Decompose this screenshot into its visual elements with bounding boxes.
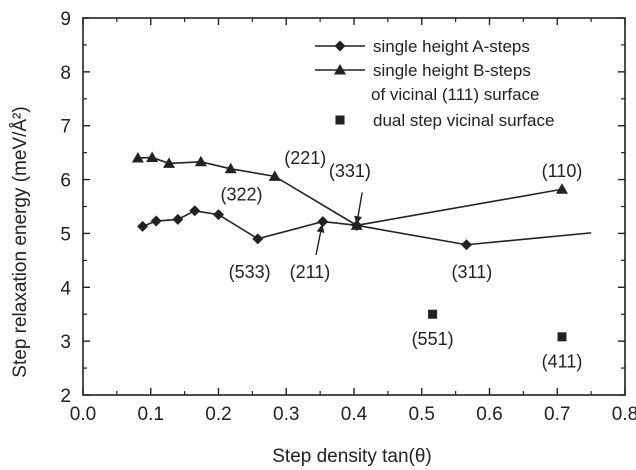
y-tick-label: 9 (60, 9, 71, 30)
x-tick-label: 0.2 (205, 404, 231, 425)
legend-label: single height B-steps (373, 61, 531, 80)
legend-marker (334, 64, 346, 75)
x-tick-label: 0.7 (544, 404, 570, 425)
series-b-steps (131, 151, 568, 230)
point-annotation: (311) (452, 262, 493, 282)
data-point (172, 213, 184, 225)
legend-entry-dual-step: dual step vicinal surface (335, 111, 554, 130)
data-point (252, 233, 264, 245)
legend-marker (335, 115, 345, 125)
data-point (428, 309, 438, 319)
legend-label-continued: of vicinal (111) surface (371, 85, 540, 104)
data-point (146, 151, 159, 162)
x-tick-label: 0.5 (409, 404, 435, 425)
data-point (189, 205, 201, 217)
point-annotation: (110) (542, 161, 583, 181)
data-point (557, 332, 567, 342)
data-point (131, 152, 144, 163)
y-tick-label: 5 (60, 224, 71, 245)
x-tick-label: 0.1 (138, 404, 164, 425)
data-point (317, 216, 329, 228)
x-axis-title: Step density tan(θ) (272, 446, 431, 467)
annotations: (322) (221)(331) (110) (533) (211) (311) (551)… (221, 148, 583, 372)
point-annotation: (411) (542, 352, 583, 372)
data-point (150, 215, 162, 227)
data-point (163, 157, 176, 168)
point-annotation: (211) (290, 262, 331, 282)
y-tick-label: 8 (60, 63, 71, 84)
y-tick-label: 4 (60, 278, 71, 299)
point-annotation: (322) (221, 185, 263, 205)
annotation-arrow-head (354, 215, 362, 225)
point-annotation: (331) (329, 161, 371, 181)
legend-entry-a-steps: single height A-steps (315, 37, 530, 56)
data-point (350, 219, 363, 230)
legend-entry-b-steps: single height B-steps of vicinal (111) su… (315, 61, 540, 104)
annotation-arrow-head (316, 224, 325, 233)
x-tick-label: 0.0 (70, 404, 96, 425)
x-tick-label: 0.3 (273, 404, 299, 425)
legend-label: single height A-steps (373, 37, 530, 56)
data-point (224, 162, 237, 174)
x-tick-label: 0.8 (612, 404, 636, 425)
data-point (194, 155, 207, 167)
data-point (460, 239, 472, 251)
point-annotation: (221) (284, 148, 326, 168)
data-point (555, 183, 568, 194)
series-a-steps (137, 205, 592, 251)
y-tick-label: 3 (60, 332, 71, 353)
y-tick-label: 2 (60, 386, 71, 407)
data-point (137, 220, 149, 232)
series-dual-step (428, 309, 567, 342)
y-axis-title: Step relaxation energy (meV/Å²) (10, 106, 31, 377)
axes: 0.0 0.1 0.2 0.3 0.4 0.5 0.6 0.7 0.8 2 3 4 5 6 7 8 9 (60, 9, 636, 425)
legend-marker (334, 40, 346, 52)
plot-frame (82, 17, 626, 396)
x-tick-label: 0.4 (341, 404, 368, 425)
data-point (213, 209, 224, 221)
series-line (142, 209, 592, 246)
point-annotation: (533) (229, 262, 271, 282)
series-layer (131, 151, 592, 342)
legend: single height A-steps single height B-ste… (315, 37, 554, 130)
legend-label: dual step vicinal surface (373, 111, 554, 130)
data-point (268, 170, 281, 181)
x-tick-label: 0.6 (476, 404, 502, 425)
point-annotation: (551) (412, 329, 454, 349)
y-tick-label: 7 (60, 117, 71, 138)
y-tick-label: 6 (60, 171, 71, 192)
